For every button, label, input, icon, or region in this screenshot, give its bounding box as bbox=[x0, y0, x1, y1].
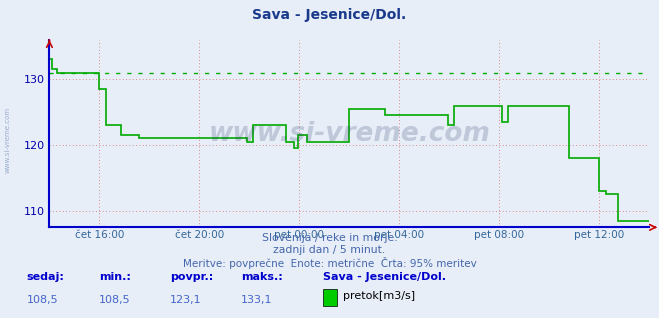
Text: sedaj:: sedaj: bbox=[26, 273, 64, 282]
Text: zadnji dan / 5 minut.: zadnji dan / 5 minut. bbox=[273, 245, 386, 255]
Text: Meritve: povprečne  Enote: metrične  Črta: 95% meritev: Meritve: povprečne Enote: metrične Črta:… bbox=[183, 257, 476, 269]
Text: 123,1: 123,1 bbox=[170, 295, 202, 305]
Text: 108,5: 108,5 bbox=[99, 295, 130, 305]
Text: min.:: min.: bbox=[99, 273, 130, 282]
Text: povpr.:: povpr.: bbox=[170, 273, 214, 282]
Text: pretok[m3/s]: pretok[m3/s] bbox=[343, 291, 415, 301]
Text: 108,5: 108,5 bbox=[26, 295, 58, 305]
Text: www.si-vreme.com: www.si-vreme.com bbox=[208, 121, 490, 147]
Text: Sava - Jesenice/Dol.: Sava - Jesenice/Dol. bbox=[323, 273, 446, 282]
Text: Sava - Jesenice/Dol.: Sava - Jesenice/Dol. bbox=[252, 8, 407, 22]
Text: Slovenija / reke in morje.: Slovenija / reke in morje. bbox=[262, 233, 397, 243]
Text: maks.:: maks.: bbox=[241, 273, 283, 282]
Text: 133,1: 133,1 bbox=[241, 295, 273, 305]
Text: www.si-vreme.com: www.si-vreme.com bbox=[5, 107, 11, 173]
